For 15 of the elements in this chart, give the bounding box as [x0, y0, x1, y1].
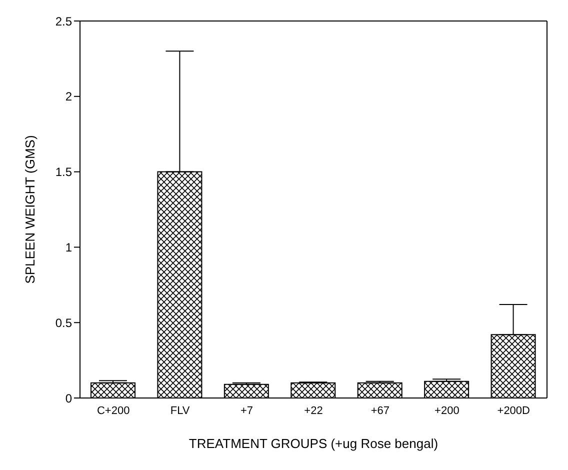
- x-axis-title: TREATMENT GROUPS (+ug Rose bengal): [188, 436, 438, 451]
- y-tick-label: 2: [65, 90, 72, 104]
- x-tick-label: +67: [370, 404, 390, 417]
- y-tick-label: 0.5: [55, 316, 72, 330]
- y-tick-label: 2.5: [55, 14, 72, 28]
- x-tick-label: C+200: [96, 404, 130, 417]
- x-tick-label: +200D: [497, 404, 530, 417]
- x-tick-label: +22: [304, 404, 323, 417]
- y-tick-label: 1: [65, 240, 72, 254]
- x-tick-label: +7: [240, 404, 254, 417]
- x-tick-label: FLV: [170, 404, 190, 417]
- y-tick-label: 0: [65, 391, 72, 406]
- y-tick-label: 1.5: [55, 165, 72, 180]
- x-tick-label: +200: [434, 404, 460, 417]
- y-axis-title: SPLEEN WEIGHT (GMS): [22, 135, 38, 284]
